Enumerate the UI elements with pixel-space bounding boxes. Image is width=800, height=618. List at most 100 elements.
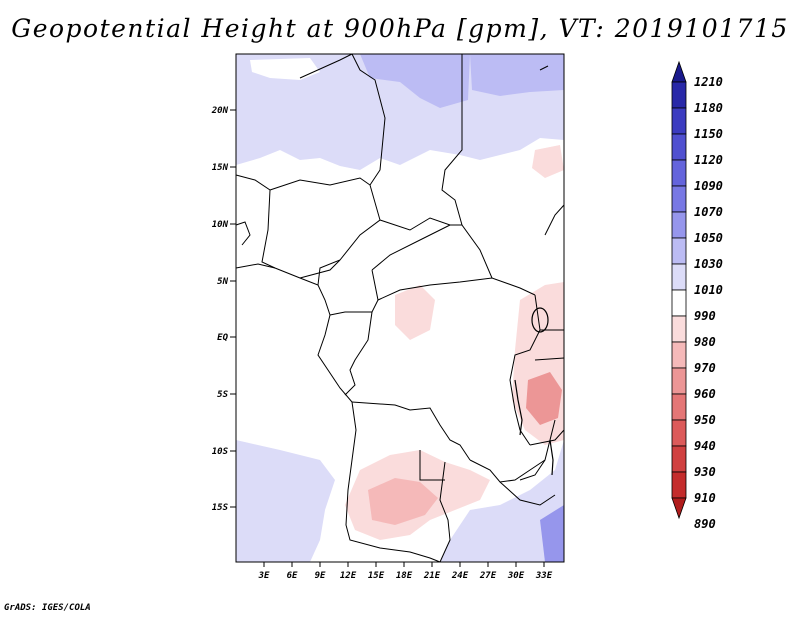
- lon-label-12e: 12E: [340, 571, 357, 581]
- colorbar-segment: [671, 237, 687, 265]
- pink-region-east-dark: [526, 372, 562, 425]
- border-congo: [344, 311, 373, 396]
- border-car-south: [371, 224, 536, 301]
- colorbar-label: 960: [694, 387, 716, 401]
- colorbar-label: 990: [694, 309, 716, 323]
- lat-label-5n: 5N: [217, 277, 228, 287]
- coast-sinai: [539, 65, 549, 71]
- colorbar-segment: [671, 341, 687, 369]
- lon-label-9e: 9E: [315, 571, 326, 581]
- coastline-guinea: [235, 263, 276, 269]
- lake-victoria: [531, 307, 549, 333]
- lon-label-6e: 6E: [287, 571, 298, 581]
- border-zimbabwe: [499, 481, 556, 506]
- colorbar-segment: [671, 367, 687, 395]
- lat-label-10s: 10S: [212, 447, 229, 457]
- border-namibia-botswana: [439, 461, 451, 563]
- colorbar-segment: [671, 185, 687, 213]
- colorbar-segment: [671, 211, 687, 239]
- colorbar-segment: [671, 263, 687, 291]
- colorbar-label: 1120: [694, 153, 723, 167]
- colorbar-segment: [671, 445, 687, 473]
- pink-region-central: [395, 285, 435, 340]
- colorbar-label: 930: [694, 465, 716, 479]
- borders: [235, 53, 565, 563]
- colorbar-label: 910: [694, 491, 716, 505]
- colorbar-label: 980: [694, 335, 716, 349]
- border-west-coast: [235, 221, 251, 246]
- border-cameroon: [299, 259, 341, 279]
- lat-axis: 20N 15N 10N 5N EQ 5S 10S 15S: [211, 106, 236, 513]
- colorbar-segment: [671, 289, 687, 317]
- colorbar-label: 1010: [694, 283, 723, 297]
- border-mozambique: [519, 419, 556, 481]
- colorbar-bottom-arrow: [671, 497, 687, 520]
- lon-label-33e: 33E: [535, 571, 553, 581]
- colorbar-label: 1150: [694, 127, 723, 141]
- chart-title: Geopotential Height at 900hPa [gpm], VT:…: [11, 14, 789, 43]
- border-drc-angola: [351, 401, 471, 461]
- colorbar-segment: [671, 133, 687, 161]
- white-patch-nw: [250, 58, 320, 80]
- border-north-1: [299, 53, 353, 79]
- coastline-west: [235, 174, 441, 563]
- border-great-lakes: [509, 294, 541, 446]
- colorbar-label: 940: [694, 439, 716, 453]
- blue-region-southeast-dark: [540, 505, 564, 562]
- lat-label-20n: 20N: [211, 106, 229, 116]
- footer-credit: GrADS: IGES/COLA: [4, 603, 91, 613]
- lon-label-15e: 15E: [368, 571, 385, 581]
- lat-label-15s: 15S: [212, 503, 229, 513]
- lat-label-5s: 5S: [217, 390, 228, 400]
- border-angola-south: [419, 450, 445, 481]
- border-gabon: [329, 299, 379, 316]
- colorbar-segment: [671, 107, 687, 135]
- lon-label-3e: 3E: [258, 571, 270, 581]
- lon-label-27e: 27E: [479, 571, 497, 581]
- map-frame: [235, 53, 565, 563]
- lake-tanganyika: [514, 379, 523, 436]
- border-sudan-ethiopia: [544, 204, 565, 236]
- colorbar-segment: [671, 315, 687, 343]
- colorbar-segment: [671, 393, 687, 421]
- colorbar-label: 1090: [694, 179, 723, 193]
- colorbar-label: 1070: [694, 205, 723, 219]
- colorbar-label: 970: [694, 361, 716, 375]
- colorbar-label: 1050: [694, 231, 723, 245]
- colorbar-label: 1180: [694, 101, 723, 115]
- lake-malawi: [549, 439, 554, 476]
- colorbar-label: 950: [694, 413, 716, 427]
- blue-region-southwest: [236, 440, 335, 562]
- border-zambia: [469, 459, 546, 483]
- lat-label-10n: 10N: [212, 220, 229, 230]
- blue-region-northeast: [470, 54, 564, 96]
- lat-label-15n: 15N: [212, 163, 229, 173]
- pink-region-northeast: [532, 145, 564, 178]
- lat-label-eq: EQ: [217, 333, 228, 343]
- colorbar-label: 1030: [694, 257, 723, 271]
- colorbar-top-arrow: [671, 60, 687, 83]
- map-area: [235, 53, 565, 563]
- colorbar-segment: [671, 159, 687, 187]
- lon-label-24e: 24E: [451, 571, 469, 581]
- colorbar-segment: [671, 81, 687, 109]
- colorbar-segment: [671, 471, 687, 499]
- colorbar-label: 890: [694, 517, 716, 531]
- lon-label-30e: 30E: [507, 571, 525, 581]
- border-car-north: [379, 217, 462, 231]
- blue-region-north-dark: [360, 54, 470, 108]
- colorbar: 1210 1180 1150 1120 1090 1070 1050 1030 1010 990 9…: [671, 60, 723, 531]
- lon-label-18e: 18E: [396, 571, 413, 581]
- colorbar-label: 1210: [694, 75, 723, 89]
- lon-label-21e: 21E: [423, 571, 441, 581]
- border-nigeria: [269, 177, 381, 286]
- height-shading: [236, 54, 564, 562]
- blue-region-southeast: [440, 440, 564, 562]
- pink-region-south-dark: [368, 478, 438, 525]
- border-chad-sudan: [441, 54, 493, 279]
- border-north-2: [351, 53, 386, 186]
- colorbar-segment: [671, 419, 687, 447]
- lakes: [514, 307, 554, 476]
- lon-axis: 3E 6E 9E 12E 15E 18E 21E 24E 27E 30E 33E: [258, 562, 553, 581]
